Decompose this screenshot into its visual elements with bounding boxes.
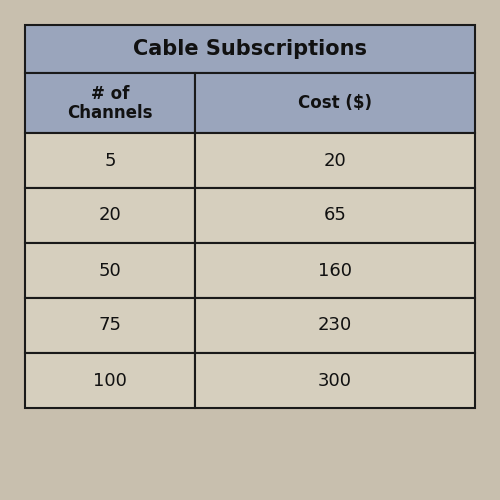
Bar xyxy=(195,188,475,243)
Bar xyxy=(25,25,475,73)
Bar xyxy=(25,298,195,353)
Bar xyxy=(25,243,195,298)
Text: Channels: Channels xyxy=(67,104,153,122)
Text: 160: 160 xyxy=(318,262,352,280)
Text: Cost ($): Cost ($) xyxy=(298,94,372,112)
Bar xyxy=(25,188,195,243)
Bar xyxy=(25,73,195,133)
Text: 5: 5 xyxy=(104,152,116,170)
Bar xyxy=(195,298,475,353)
Bar xyxy=(195,243,475,298)
Text: 20: 20 xyxy=(324,152,346,170)
Bar xyxy=(195,73,475,133)
Text: 300: 300 xyxy=(318,372,352,390)
Text: # of: # of xyxy=(91,85,129,103)
Text: 50: 50 xyxy=(98,262,122,280)
Text: 20: 20 xyxy=(98,206,122,224)
Bar xyxy=(25,353,195,408)
Text: 100: 100 xyxy=(93,372,127,390)
Text: 230: 230 xyxy=(318,316,352,334)
Text: 65: 65 xyxy=(324,206,346,224)
Bar xyxy=(25,133,195,188)
Bar xyxy=(195,133,475,188)
Bar xyxy=(195,353,475,408)
Text: Cable Subscriptions: Cable Subscriptions xyxy=(133,39,367,59)
Text: 75: 75 xyxy=(98,316,122,334)
